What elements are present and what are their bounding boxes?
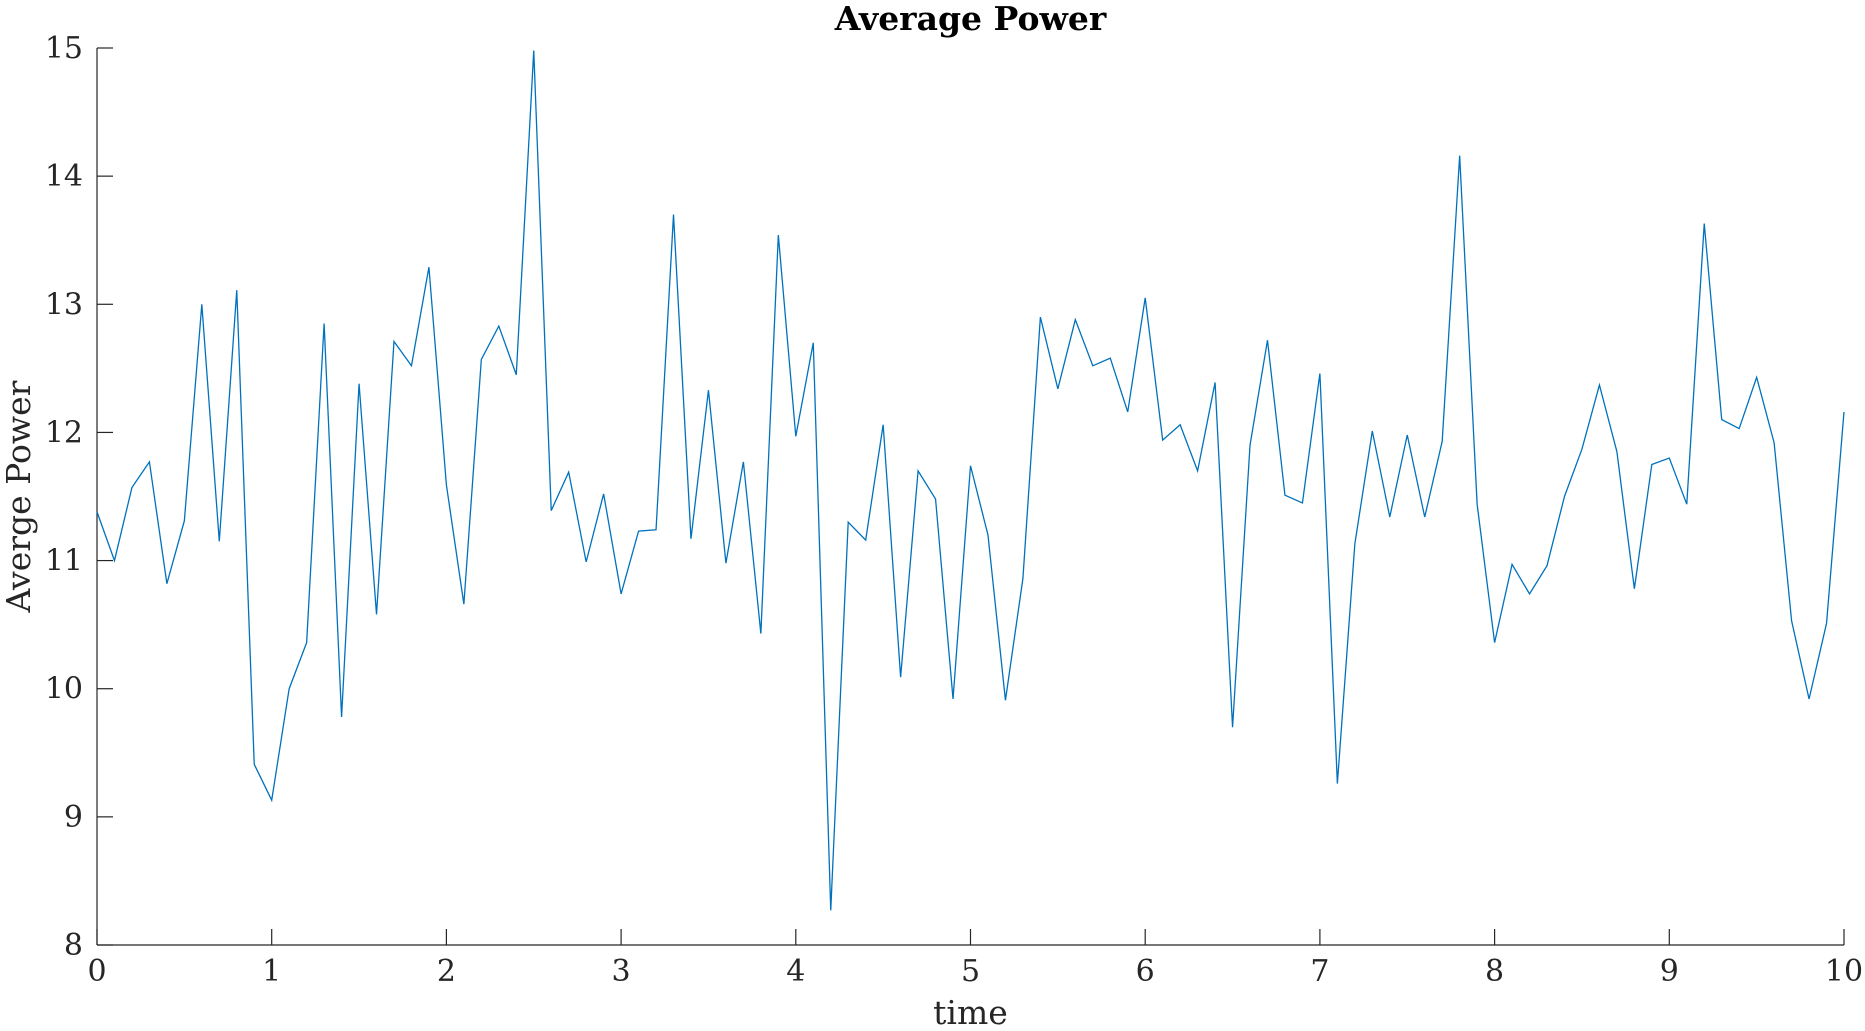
x-tick-label: 4 bbox=[786, 954, 805, 989]
x-tick-label: 5 bbox=[961, 954, 980, 989]
x-axis-ticks: 0 1 2 3 4 5 6 7 8 9 10 bbox=[87, 929, 1863, 989]
x-tick-label: 2 bbox=[437, 954, 456, 989]
y-tick-label: 8 bbox=[64, 928, 83, 963]
y-tick-label: 10 bbox=[45, 672, 83, 707]
y-tick-label: 14 bbox=[45, 159, 83, 194]
x-tick-label: 8 bbox=[1485, 954, 1504, 989]
series-line bbox=[96, 50, 1845, 911]
x-tick-label: 1 bbox=[262, 954, 281, 989]
x-tick-label: 7 bbox=[1310, 954, 1329, 989]
plot-axes bbox=[96, 48, 1844, 946]
y-axis-title: Averge Power bbox=[0, 380, 38, 613]
x-tick-label: 3 bbox=[612, 954, 631, 989]
x-axis-title: time bbox=[933, 993, 1008, 1031]
x-tick-label: 10 bbox=[1825, 954, 1863, 989]
y-tick-label: 15 bbox=[45, 31, 83, 66]
chart-title: Average Power bbox=[834, 0, 1107, 38]
y-axis-ticks: 8 9 10 11 12 13 14 15 bbox=[45, 31, 113, 963]
x-tick-label: 9 bbox=[1660, 954, 1679, 989]
y-tick-label: 9 bbox=[64, 800, 83, 835]
x-tick-label: 6 bbox=[1136, 954, 1155, 989]
x-tick-label: 0 bbox=[87, 954, 106, 989]
y-tick-label: 11 bbox=[45, 544, 83, 579]
y-tick-label: 13 bbox=[45, 287, 83, 322]
y-tick-label: 12 bbox=[45, 415, 83, 450]
